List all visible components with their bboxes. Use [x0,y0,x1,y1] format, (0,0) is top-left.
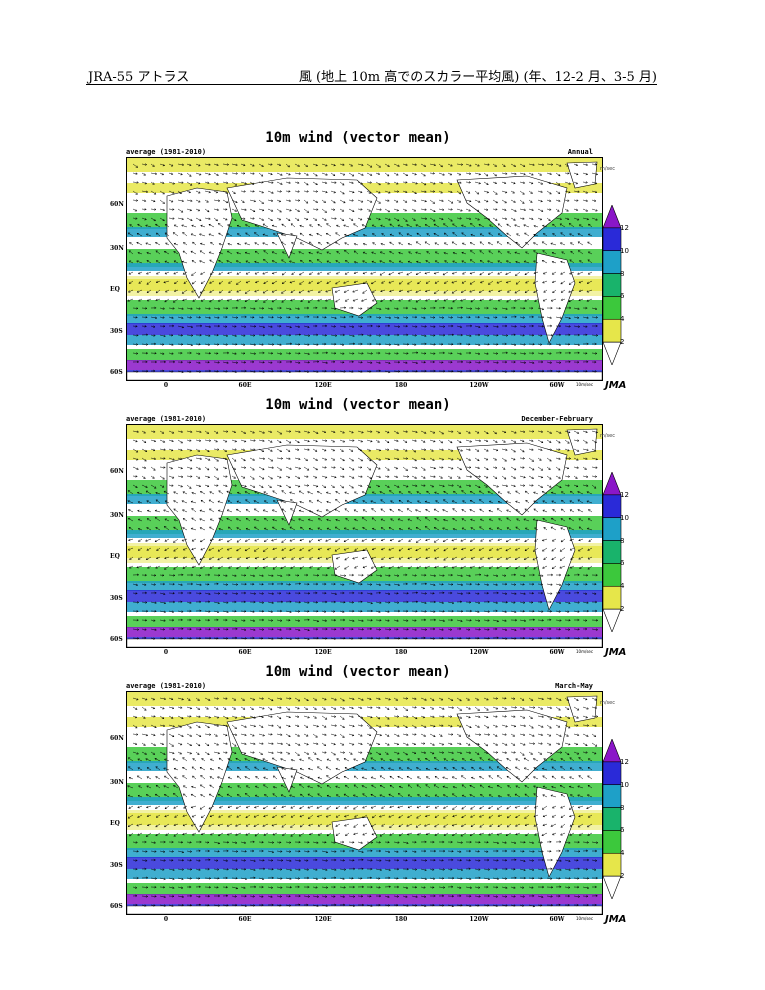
colorbar-level-label: 2 [620,872,625,881]
longitude-tick-label: 60E [238,649,252,656]
jma-logo: JMA [605,380,627,391]
speed-colorbar [601,738,623,900]
longitude-tick-label: 120W [469,382,489,389]
panel-period: average (1981-2010) [126,682,207,690]
colorbar-level-label: 8 [620,269,625,278]
colorbar-level-label: 6 [620,292,625,301]
longitude-tick-label: 120W [469,649,489,656]
colorbar-level-label: 12 [620,490,629,499]
longitude-tick-label: 60E [238,382,252,389]
longitude-tick-label: 0 [163,649,169,656]
latitude-tick-label: 60S [110,903,123,910]
panel-season: Annual [567,148,593,156]
latitude-tick-label: EQ [110,553,120,560]
panel-season: December-February [521,415,593,423]
jma-logo: JMA [605,647,627,658]
latitude-tick-label: 60N [110,201,124,208]
running-header-right: 風 (地上 10m 高でのスカラー平均風) (年、12-2 月、3-5 月) [298,70,657,85]
reference-vector-label: 10m/sec [576,382,594,387]
latitude-tick-label: EQ [110,820,120,827]
colorbar-level-label: 2 [620,338,625,347]
latitude-tick-label: EQ [110,286,120,293]
panel-title: 10m wind (vector mean) [265,664,451,680]
panel-period: average (1981-2010) [126,415,207,423]
longitude-tick-label: 60W [549,916,565,923]
longitude-tick-label: 120E [314,649,332,656]
latitude-tick-label: 30N [110,512,124,519]
longitude-tick-label: 180 [394,382,408,389]
jma-logo: JMA [605,914,627,925]
longitude-tick-label: 120W [469,916,489,923]
latitude-tick-label: 60N [110,735,124,742]
colorbar-level-label: 4 [620,582,625,591]
header-rule [86,84,657,85]
longitude-tick-label: 60W [549,382,565,389]
colorbar-level-label: 8 [620,536,625,545]
colorbar-level-label: 10 [620,780,629,789]
latitude-tick-label: 30S [110,328,123,335]
longitude-tick-label: 60W [549,649,565,656]
longitude-tick-label: 120E [314,382,332,389]
longitude-tick-label: 180 [394,916,408,923]
colorbar-level-label: 4 [620,315,625,324]
speed-colorbar [601,204,623,366]
unit-label: m/sec [600,700,615,706]
wind-vector-map [126,691,603,915]
colorbar-level-label: 10 [620,513,629,522]
running-header-left: JRA-55 アトラス [88,70,190,85]
colorbar-level-label: 2 [620,605,625,614]
colorbar-level-label: 4 [620,849,625,858]
colorbar-level-label: 6 [620,826,625,835]
colorbar-level-label: 6 [620,559,625,568]
unit-label: m/sec [600,166,615,172]
longitude-tick-label: 0 [163,916,169,923]
colorbar-level-label: 12 [620,223,629,232]
colorbar-level-label: 12 [620,757,629,766]
reference-vector-label: 10m/sec [576,916,594,921]
speed-colorbar [601,471,623,633]
latitude-tick-label: 30N [110,779,124,786]
colorbar-level-label: 8 [620,803,625,812]
longitude-tick-label: 120E [314,916,332,923]
wind-map-panel: 10m wind (vector mean) average (1981-2010… [108,397,638,663]
latitude-tick-label: 30N [110,245,124,252]
longitude-tick-label: 60E [238,916,252,923]
latitude-tick-label: 30S [110,862,123,869]
wind-map-panel: 10m wind (vector mean) average (1981-2010… [108,664,638,930]
unit-label: m/sec [600,433,615,439]
panel-title: 10m wind (vector mean) [265,397,451,413]
longitude-tick-label: 0 [163,382,169,389]
panel-period: average (1981-2010) [126,148,207,156]
wind-map-panel: 10m wind (vector mean) average (1981-2010… [108,130,638,396]
panel-season: March-May [555,682,593,690]
colorbar-level-label: 10 [620,246,629,255]
panel-title: 10m wind (vector mean) [265,130,451,146]
longitude-tick-label: 180 [394,649,408,656]
latitude-tick-label: 60S [110,636,123,643]
reference-vector-label: 10m/sec [576,649,594,654]
latitude-tick-label: 60N [110,468,124,475]
wind-vector-map [126,424,603,648]
wind-vector-map [126,157,603,381]
latitude-tick-label: 60S [110,369,123,376]
latitude-tick-label: 30S [110,595,123,602]
